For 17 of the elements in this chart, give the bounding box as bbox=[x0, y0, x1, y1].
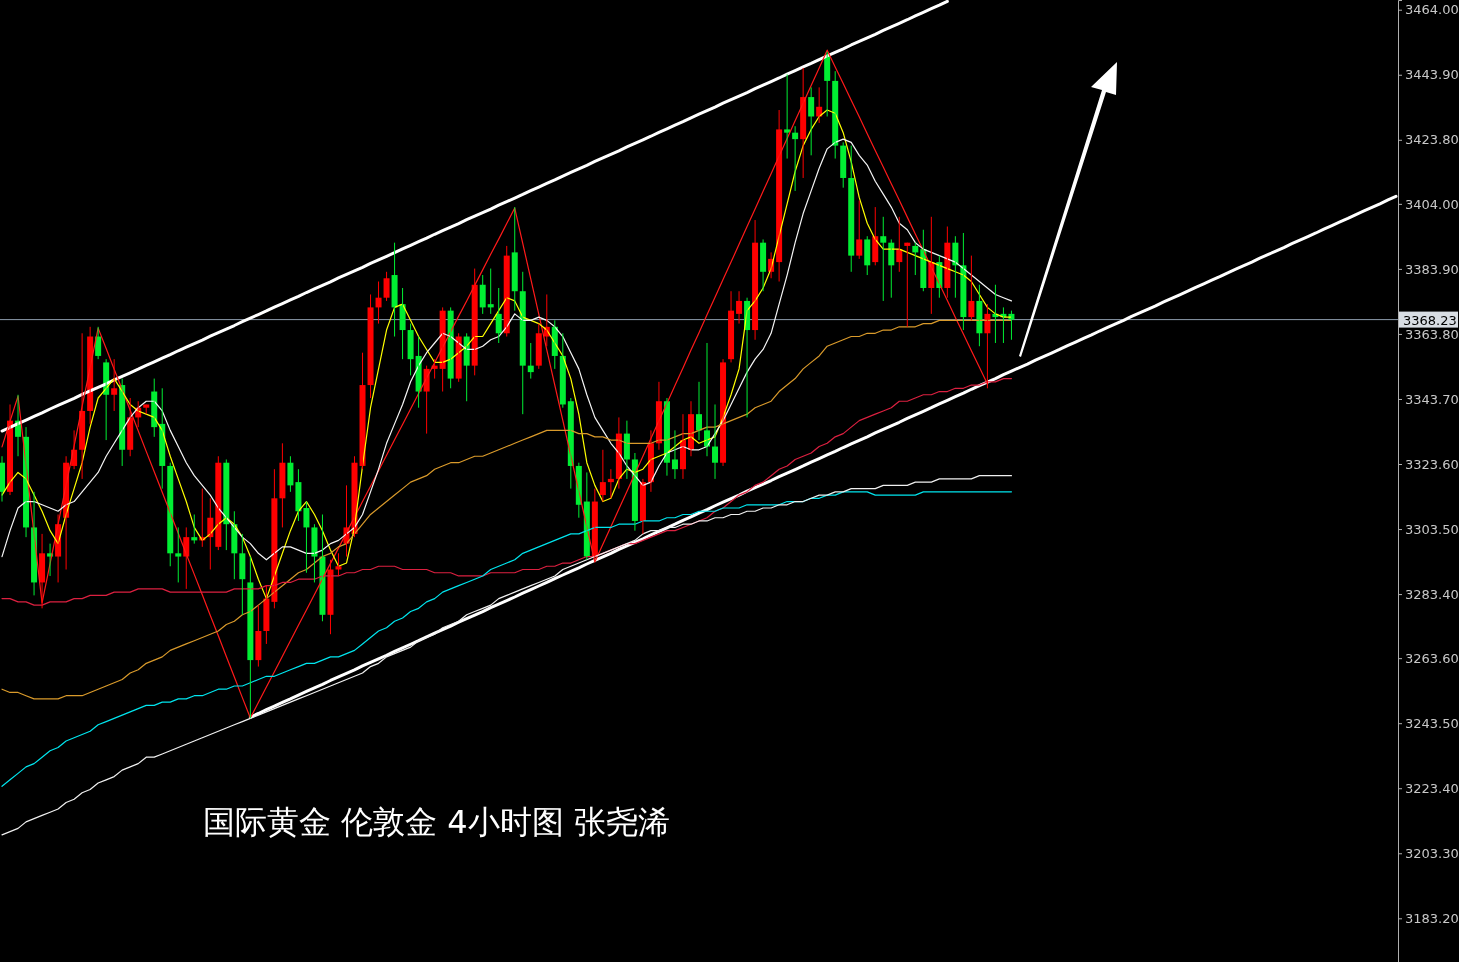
y-tick-label: 3343.70 bbox=[1405, 391, 1459, 407]
y-tick-label: 3283.40 bbox=[1405, 586, 1459, 602]
y-tick-label: 3323.60 bbox=[1405, 456, 1459, 472]
y-tick-label: 3183.20 bbox=[1405, 910, 1459, 926]
y-tick-label: 3404.00 bbox=[1405, 196, 1459, 212]
y-tick-label: 3464.00 bbox=[1405, 2, 1459, 18]
y-tick-label: 3243.50 bbox=[1405, 715, 1459, 731]
y-tick-label: 3223.40 bbox=[1405, 780, 1459, 796]
y-tick-label: 3303.50 bbox=[1405, 521, 1459, 537]
y-tick-label: 3263.60 bbox=[1405, 650, 1459, 666]
y-tick-label: 3423.80 bbox=[1405, 132, 1459, 148]
ref-line-label: 3368.23 bbox=[1403, 312, 1457, 328]
y-tick-label: 3443.90 bbox=[1405, 67, 1459, 83]
y-tick-label: 3363.80 bbox=[1405, 326, 1459, 342]
y-tick-label: 3383.90 bbox=[1405, 261, 1459, 277]
annotation: 国际黄金 伦敦金 4小时图 张尧浠 bbox=[203, 803, 670, 841]
y-tick-label: 3203.30 bbox=[1405, 845, 1459, 861]
